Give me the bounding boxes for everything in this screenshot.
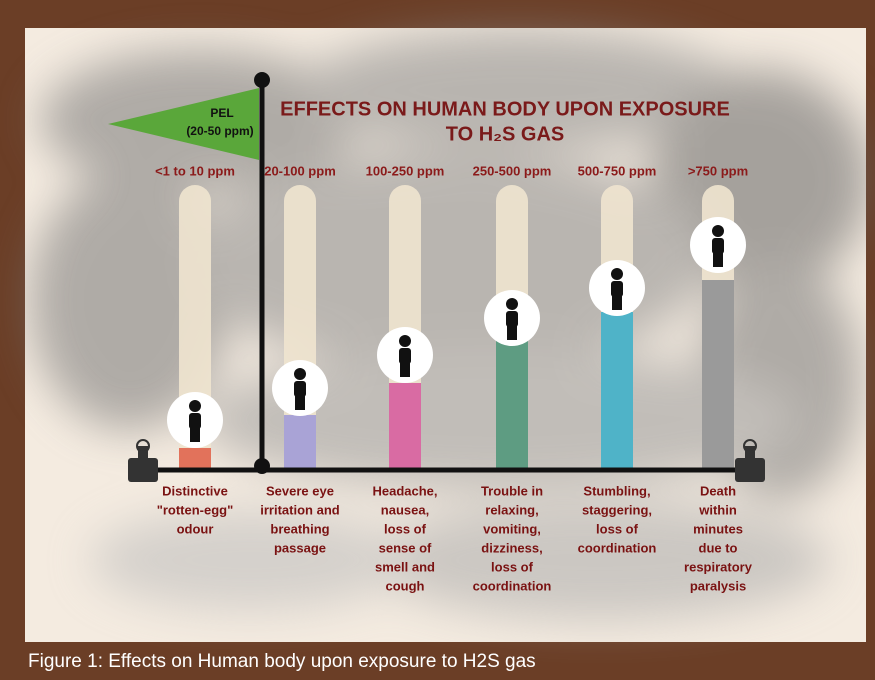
- level-range: <1 to 10 ppm: [155, 163, 235, 178]
- title-line: TO H₂S GAS: [446, 123, 565, 145]
- effect-line: sense of: [379, 540, 432, 555]
- effect-line: Trouble in: [481, 483, 543, 498]
- valves: [128, 439, 765, 482]
- icon-body: [189, 413, 201, 429]
- effect-line: loss of: [491, 559, 534, 574]
- effect-line: loss of: [596, 521, 639, 536]
- tube-fill: [601, 312, 633, 470]
- effect-line: minutes: [693, 521, 743, 536]
- pole-foot: [254, 458, 270, 474]
- tube-fill: [284, 415, 316, 470]
- icon-legs: [400, 363, 410, 377]
- title-line: EFFECTS ON HUMAN BODY UPON EXPOSURE: [280, 98, 730, 120]
- caption: Figure 1: Effects on Human body upon exp…: [28, 651, 536, 672]
- effect-line: vomiting,: [483, 521, 541, 536]
- effect-line: paralysis: [690, 578, 746, 593]
- effect-line: "rotten-egg": [157, 502, 234, 517]
- level-range: 500-750 ppm: [578, 163, 657, 178]
- effect-line: loss of: [384, 521, 427, 536]
- icon-head: [189, 400, 201, 412]
- tube-fill: [496, 340, 528, 470]
- effect-line: coordination: [578, 540, 657, 555]
- tube-fill: [179, 448, 211, 470]
- icon-body: [399, 348, 411, 364]
- columns: <1 to 10 ppm Distinctive "rotten-egg" odour…: [155, 163, 753, 593]
- icon-head: [294, 368, 306, 380]
- tube-fill: [702, 280, 734, 470]
- effect-line: Severe eye: [266, 483, 334, 498]
- effect-line: Death: [700, 483, 736, 498]
- level-range: 20-100 ppm: [264, 163, 336, 178]
- effect-line: Distinctive: [162, 483, 228, 498]
- icon-body: [506, 311, 518, 327]
- tube-fill: [389, 383, 421, 470]
- effect-line: Headache,: [372, 483, 437, 498]
- icon-legs: [713, 253, 723, 267]
- icon-body: [712, 238, 724, 254]
- effect-line: respiratory: [684, 559, 753, 574]
- icon-legs: [295, 396, 305, 410]
- icon-head: [506, 298, 518, 310]
- icon-legs: [612, 296, 622, 310]
- effect-line: passage: [274, 540, 326, 555]
- effect-line: irritation and: [260, 502, 340, 517]
- effect-line: relaxing,: [485, 502, 538, 517]
- pel-range: (20-50 ppm): [186, 124, 253, 138]
- level-range: 250-500 ppm: [473, 163, 552, 178]
- icon-head: [611, 268, 623, 280]
- pel-flag: [108, 88, 259, 160]
- icon-body: [294, 381, 306, 397]
- effect-line: odour: [177, 521, 214, 536]
- icon-legs: [507, 326, 517, 340]
- effect-line: breathing: [270, 521, 329, 536]
- effect-line: cough: [386, 578, 425, 593]
- icon-legs: [190, 428, 200, 442]
- effect-line: smell and: [375, 559, 435, 574]
- effect-line: due to: [699, 540, 738, 555]
- effect-line: staggering,: [582, 502, 652, 517]
- icon-body: [611, 281, 623, 297]
- effect-line: within: [698, 502, 737, 517]
- effect-line: Stumbling,: [583, 483, 650, 498]
- pole-cap: [254, 72, 270, 88]
- pel-label: PEL: [210, 106, 233, 120]
- icon-head: [712, 225, 724, 237]
- level-range: >750 ppm: [688, 163, 748, 178]
- icon-head: [399, 335, 411, 347]
- effect-line: coordination: [473, 578, 552, 593]
- level-range: 100-250 ppm: [366, 163, 445, 178]
- effect-line: dizziness,: [481, 540, 542, 555]
- effect-line: nausea,: [381, 502, 429, 517]
